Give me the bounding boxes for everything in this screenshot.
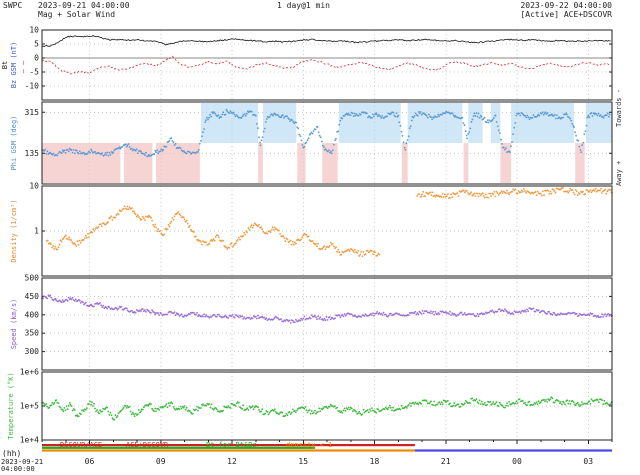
phi-sector-toward (407, 103, 463, 143)
x-axis: 06 09 12 15 18 21 00 03 (41, 440, 613, 466)
x-unit-label: (hh) (2, 449, 22, 458)
series-Speed (41, 294, 613, 324)
phi-sector-away (258, 143, 263, 183)
xtick-label: 00 (512, 457, 522, 466)
legend-item-density-lt1: density < 1 (286, 441, 333, 449)
ytick-label: 10 (29, 26, 39, 35)
ytick-label: 0 (34, 54, 39, 63)
phi-sector-away (575, 143, 585, 183)
ytick-label: 5 (34, 40, 39, 49)
status-label: [Active] ACE+DSCOVR (520, 10, 612, 19)
phi-sector-toward (338, 103, 401, 143)
xtick-label: 03 (583, 457, 593, 466)
phi-sector-away (500, 143, 512, 183)
ytick-label: 1e+6 (20, 368, 39, 377)
plot-subtitle: Mag + Solar Wind (38, 10, 116, 19)
start-time: 2023-09-21 04:00:00 (38, 1, 130, 10)
phi-sector-toward (468, 103, 483, 143)
ytick-label: 10 (29, 182, 39, 191)
panel-mag: 10 5 0 -5 -10 (25, 26, 613, 101)
panel-density: 10 1 (29, 182, 613, 277)
panel-border (41, 185, 613, 277)
ytick-label: 1e+5 (20, 402, 39, 411)
series-Bz (41, 55, 612, 75)
phi-sector-away (156, 143, 200, 183)
legend-item-bt-btbz: Bt for Bt&Bz (206, 441, 257, 449)
density-axis-label: Density (1/cm³) (10, 199, 18, 263)
ytick-label: 1e+4 (20, 436, 39, 445)
temperature-axis-label: Temperature (°K) (7, 372, 15, 440)
phi-sector-toward (511, 103, 574, 143)
xtick-label: 15 (298, 457, 308, 466)
phi-sector-away (401, 143, 408, 183)
legend-item-dscovr-ace: DSCOVR/ACE (60, 441, 103, 449)
phi-sector-toward (262, 103, 297, 143)
xtick-label: 18 (370, 457, 380, 466)
panel-border (41, 29, 613, 101)
panel-temperature: 1e+6 1e+5 1e+4 (20, 368, 613, 445)
app-title: SWPC (3, 1, 23, 10)
cadence-label: 1 day@1 min (277, 1, 330, 10)
series-Density (45, 186, 613, 258)
panel-speed: 500 450 400 350 300 (25, 274, 613, 371)
legend-item-ace-dscovr: ACE+DSCOVR (126, 441, 169, 449)
xtick-label: 12 (227, 457, 237, 466)
ytick-label: 450 (25, 292, 40, 301)
phi-sector-away (42, 143, 121, 183)
xtick-label: 09 (156, 457, 166, 466)
series-Temperature (41, 396, 613, 421)
phi-sector-away (297, 143, 306, 183)
ytick-label: -5 (29, 68, 39, 77)
source-bars (42, 444, 612, 452)
panel-border (41, 101, 613, 185)
xtick-label: 21 (441, 457, 451, 466)
bz-linestyle-icon: – – (19, 60, 27, 74)
phi-sector-away (463, 143, 469, 183)
bz-axis-label: Bz GSM (nT) (10, 41, 18, 89)
ytick-label: -10 (25, 82, 40, 91)
ytick-label: 500 (25, 274, 40, 283)
source-bar (42, 446, 316, 449)
footer-date: 2023-09-21 (1, 458, 44, 466)
series-Phi (41, 108, 611, 158)
ytick-label: 350 (25, 329, 40, 338)
ytick-label: 300 (25, 347, 40, 356)
panel-border (41, 277, 613, 371)
footer-time: 04:00:00 (1, 465, 35, 473)
source-bar (414, 449, 612, 452)
speed-axis-label: Speed (km/s) (10, 298, 18, 350)
source-bar (42, 444, 415, 447)
ytick-label: 400 (25, 310, 40, 319)
phi-sector-toward (201, 103, 259, 143)
bt-axis-label: Bt (1, 60, 9, 70)
phi-sector-away (123, 143, 153, 183)
ytick-label: 1 (34, 227, 39, 236)
ytick-label: 135 (25, 149, 40, 158)
ytick-label: 315 (25, 108, 40, 117)
phi-direction-label: Away + Towards - (615, 89, 623, 186)
end-time: 2023-09-22 04:00:00 (520, 1, 612, 10)
panel-phi: 315 135 (25, 101, 613, 185)
phi-sector-toward (585, 103, 612, 143)
phi-sector-toward (490, 103, 501, 143)
phi-axis-label: Phi GSM (deg) (10, 115, 18, 171)
xtick-label: 06 (85, 457, 95, 466)
series-Bt (41, 34, 611, 48)
source-bar (42, 449, 415, 452)
